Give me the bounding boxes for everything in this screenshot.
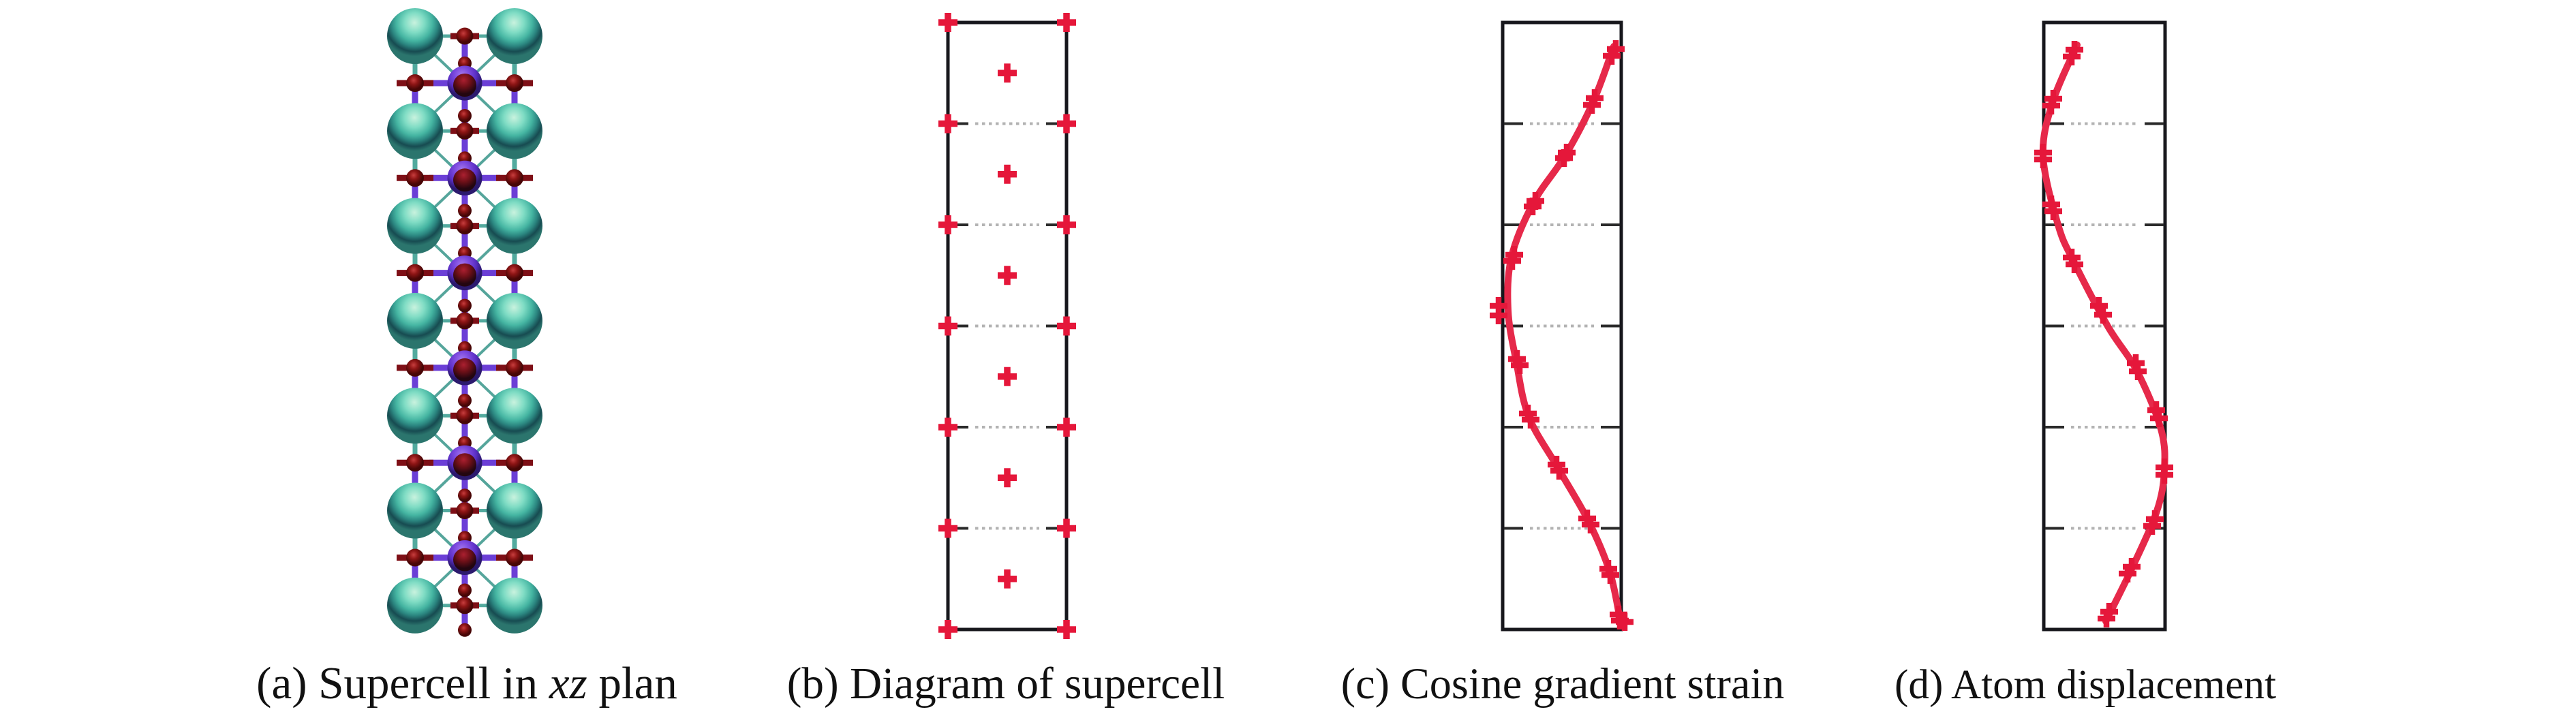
svg-text:(b) Diagram of supercell: (b) Diagram of supercell xyxy=(787,659,1225,709)
svg-text:(d) Atom displacement: (d) Atom displacement xyxy=(1895,662,2276,708)
svg-text:(a) Supercell in xz plan: (a) Supercell in xz plan xyxy=(256,658,677,709)
svg-text:(c) Cosine gradient strain: (c) Cosine gradient strain xyxy=(1341,659,1785,708)
